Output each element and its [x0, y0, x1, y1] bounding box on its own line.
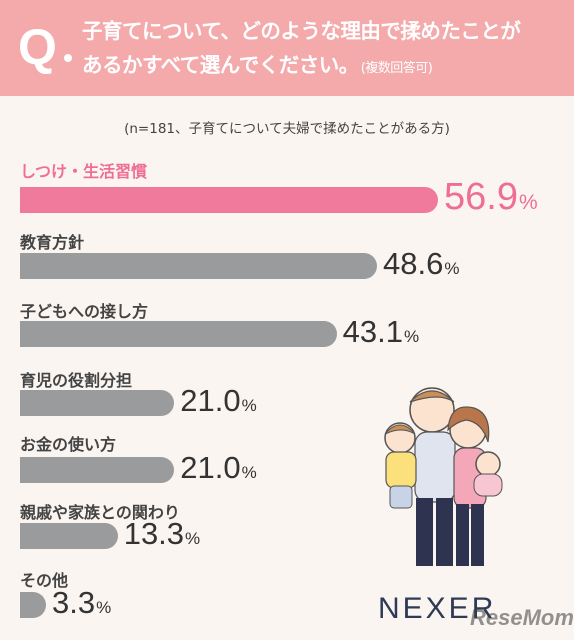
- bar: [20, 457, 175, 483]
- bar: [20, 592, 46, 618]
- value-unit: %: [185, 529, 201, 548]
- value-unit: %: [241, 463, 257, 482]
- value-number: 43.1: [342, 314, 403, 349]
- value-label: 21.0%: [180, 452, 256, 483]
- value-unit: %: [241, 396, 257, 415]
- child-figure: [384, 422, 417, 509]
- value-unit: %: [518, 191, 538, 214]
- value-label: 13.3%: [124, 518, 200, 549]
- bar: [20, 390, 175, 416]
- value-number: 13.3: [123, 516, 185, 551]
- father-figure: [409, 387, 456, 566]
- question-banner: Q 子育てについて、どのような理由で揉めたことが あるかすべて選んでください。(…: [0, 0, 574, 96]
- question-line-1: 子育てについて、どのような理由で揉めたことが: [82, 19, 521, 43]
- value-unit: %: [96, 598, 112, 617]
- resemom-watermark: ReseMom: [470, 605, 574, 630]
- q-mark: Q: [18, 19, 57, 75]
- value-label: 3.3%: [52, 587, 111, 618]
- family-illustration: [384, 387, 503, 566]
- category-label: 親戚や家族との関わり: [20, 503, 180, 522]
- value-label: 56.9%: [444, 178, 538, 216]
- category-label: 教育方針: [20, 233, 85, 252]
- category-label: お金の使い方: [20, 435, 117, 454]
- value-number: 21.0: [180, 383, 241, 418]
- question-note: (複数回答可): [360, 61, 433, 76]
- value-label: 43.1%: [343, 316, 419, 347]
- value-number: 3.3: [52, 585, 96, 620]
- bar: [20, 253, 378, 279]
- baby-figure: [473, 451, 503, 497]
- question-line-2-text: あるかすべて選んでください。: [82, 53, 359, 77]
- value-unit: %: [403, 327, 420, 346]
- category-label: しつけ・生活習慣: [20, 162, 148, 181]
- bar: [20, 321, 337, 347]
- category-label: 育児の役割分担: [20, 371, 133, 390]
- category-label: その他: [20, 571, 69, 590]
- value-label: 21.0%: [180, 385, 256, 416]
- value-number: 21.0: [180, 450, 241, 485]
- chart-subtitle: (n=181、子育てについて夫婦で揉めたことがある方): [124, 121, 450, 137]
- bar: [20, 187, 438, 213]
- question-line-2: あるかすべて選んでください。 (複数回答可): [82, 48, 568, 78]
- q-dot: [64, 54, 72, 62]
- bar: [20, 523, 118, 549]
- value-unit: %: [444, 259, 460, 278]
- value-label: 48.6%: [383, 248, 459, 279]
- category-label: 子どもへの接し方: [20, 302, 149, 321]
- value-number: 56.9: [444, 176, 518, 218]
- value-number: 48.6: [383, 246, 444, 281]
- nexer-logo: NEXER: [378, 592, 497, 625]
